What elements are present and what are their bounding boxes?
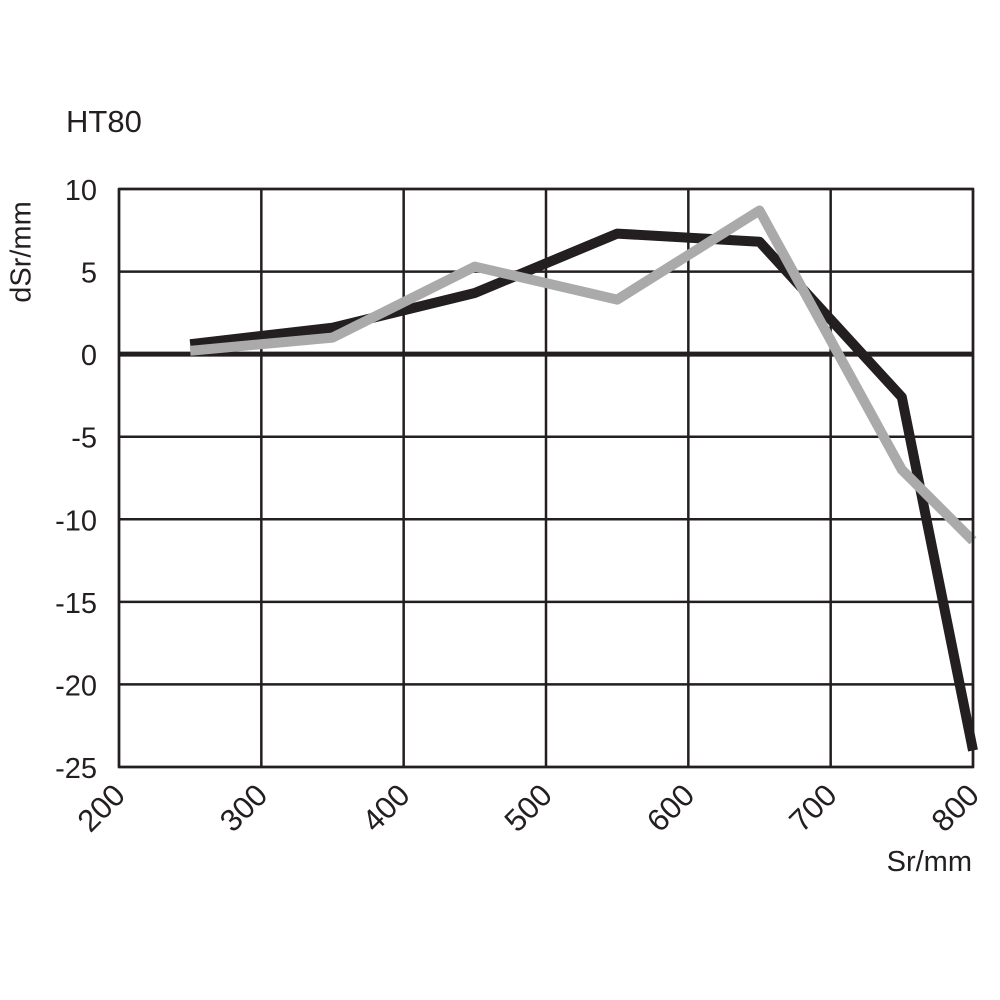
plot-frame	[117, 187, 975, 769]
x-tick-label: 300	[213, 777, 274, 838]
y-tick-label: 5	[81, 258, 97, 290]
x-tick-label: 800	[925, 777, 986, 838]
x-tick-label: 200	[71, 777, 132, 838]
series-layer	[189, 205, 978, 752]
grid	[117, 187, 975, 769]
y-tick-label: -25	[55, 753, 97, 785]
x-tick-label: 500	[498, 777, 559, 838]
plot-frame-layer	[117, 187, 975, 769]
x-axis-label: Sr/mm	[886, 846, 972, 878]
x-tick-label: 600	[640, 777, 701, 838]
chart-title: HT80	[66, 104, 142, 139]
y-tick-label: -5	[71, 423, 97, 455]
series-line-1	[189, 228, 978, 752]
y-tick-label: -20	[55, 670, 97, 702]
series-line-2	[189, 205, 977, 545]
y-tick-label: 0	[81, 340, 97, 372]
y-tick-label: -15	[55, 588, 97, 620]
y-tick-label: -10	[55, 505, 97, 537]
x-tick-label: 400	[355, 777, 416, 838]
x-tick-label: 700	[782, 777, 843, 838]
y-tick-label: 10	[65, 175, 97, 207]
